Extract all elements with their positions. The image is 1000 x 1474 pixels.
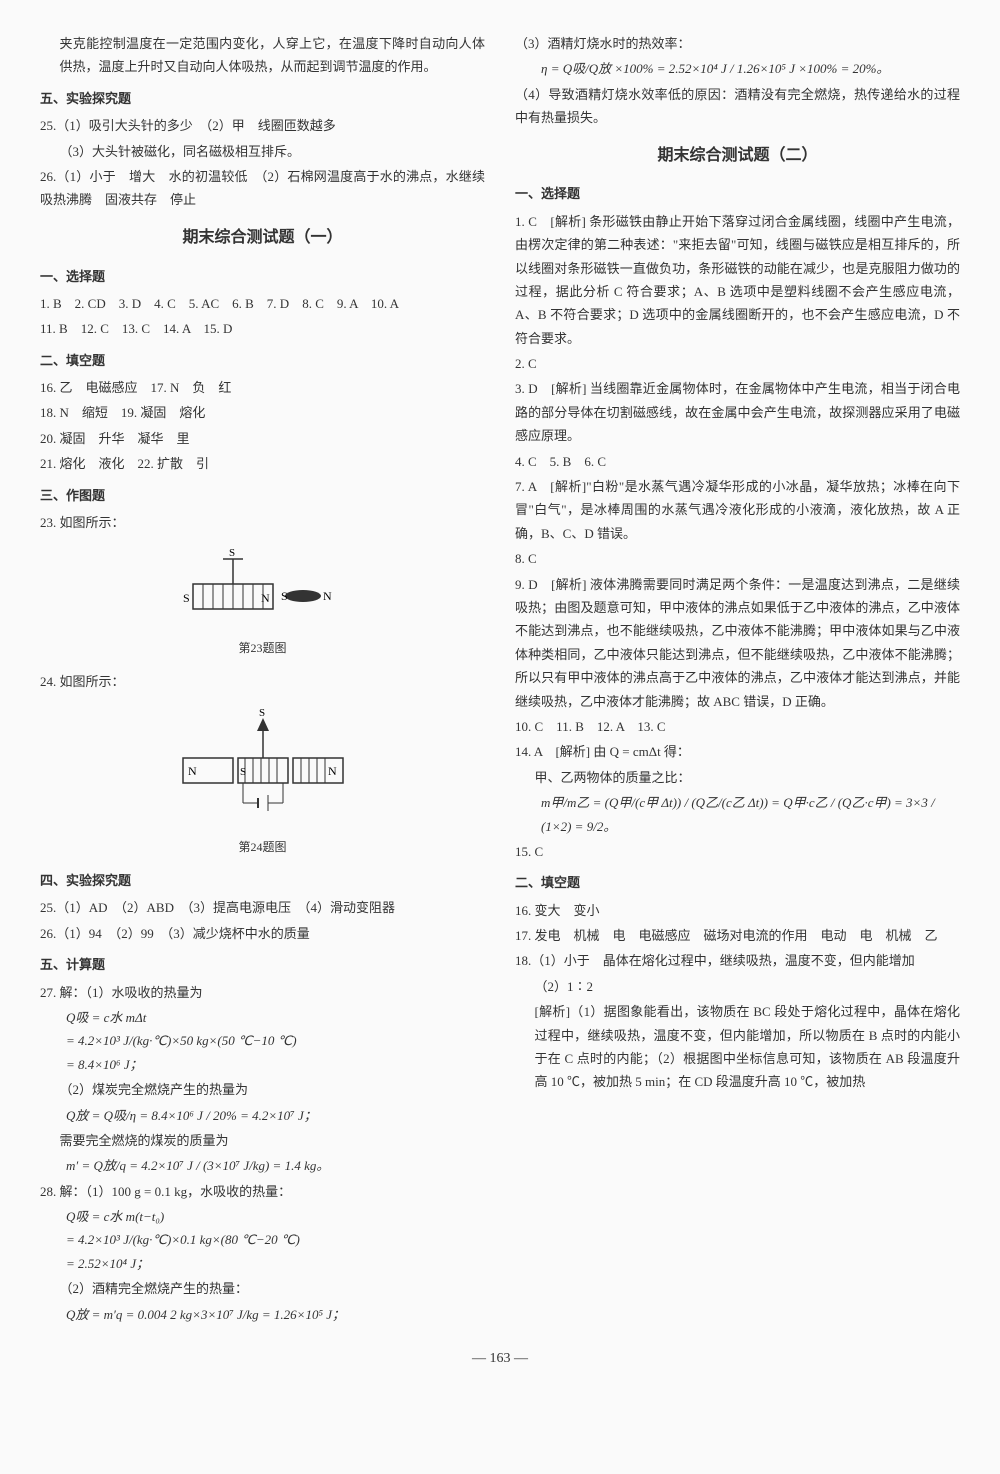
s3-23: 23. 如图所示： [40,511,485,534]
fig23-caption: 第23题图 [40,638,485,660]
svg-text:N: N [323,589,332,603]
q25: 25.（1）吸引大头针的多少 （2）甲 线圈匝数越多 [40,114,485,137]
s5-27f2: = 4.2×10³ J/(kg·℃)×50 kg×(50 ℃−10 ℃) [40,1029,485,1052]
q26: 26.（1）小于 增大 水的初温较低 （2）石棉网温度高于水的沸点，水继续吸热沸… [40,165,485,212]
svg-text:S: S [259,707,265,719]
s5-28f4: Q放 = m′q = 0.004 2 kg×3×10⁷ J/kg = 1.26×… [40,1303,485,1326]
figure-24: N S N S [40,703,485,859]
q25b: （3）大头针被磁化，同名磁极相互排斥。 [40,140,485,163]
s2-21: 21. 熔化 液化 22. 扩散 引 [40,452,485,475]
a15: 15. C [515,840,960,863]
a14: 14. A [解析] 由 Q = cmΔt 得： [515,740,960,763]
s4-25: 25.（1）AD （2）ABD （3）提高电源电压 （4）滑动变阻器 [40,896,485,919]
s5-27: 27. 解：（1）水吸收的热量为 [40,981,485,1004]
s2-title: 二、填空题 [40,349,485,372]
s5-27f4: Q放 = Q吸/η = 8.4×10⁶ J / 20% = 4.2×10⁷ J； [40,1104,485,1127]
s2-18: 18. N 缩短 19. 凝固 熔化 [40,401,485,424]
s5-28f2: = 4.2×10³ J/(kg·℃)×0.1 kg×(80 ℃−20 ℃) [40,1228,485,1251]
s5-28: 28. 解：（1）100 g = 0.1 kg，水吸收的热量： [40,1180,485,1203]
test2-title: 期末综合测试题（二） [515,142,960,171]
r1f: η = Q吸/Q放 ×100% = 2.52×10⁴ J / 1.26×10⁵ … [515,57,960,80]
b18b: （2）1∶2 [515,975,960,998]
figure-23: S N S S N 第23题图 [40,544,485,660]
s3-title: 三、作图题 [40,484,485,507]
s1-ans2: 11. B 12. C 13. C 14. A 15. D [40,317,485,340]
a3: 3. D [解析] 当线圈靠近金属物体时，在金属物体中产生电流，相当于闭合电路的… [515,377,960,447]
s4-26: 26.（1）94 （2）99 （3）减少烧杯中水的质量 [40,922,485,945]
s2-20: 20. 凝固 升华 凝华 里 [40,427,485,450]
s4-title: 四、实验探究题 [40,869,485,892]
s5-27f1: Q吸 = c水 mΔt [40,1006,485,1029]
a456: 4. C 5. B 6. C [515,450,960,473]
left-column: 夹克能控制温度在一定范围内变化，人穿上它，在温度下降时自动向人体供热，温度上升时… [40,30,485,1326]
a14b: 甲、乙两物体的质量之比： [515,766,960,789]
r1: （3）酒精灯烧水时的热效率： [515,32,960,55]
b18c: [解析]（1）据图象能看出，该物质在 BC 段处于熔化过程中，晶体在熔化过程中，… [515,1000,960,1094]
s5-27b: （2）煤炭完全燃烧产生的热量为 [40,1078,485,1101]
svg-text:S: S [229,547,235,559]
svg-text:S: S [281,589,288,603]
r2: （4）导致酒精灯烧水效率低的原因：酒精没有完全燃烧，热传递给水的过程中有热量损失… [515,83,960,130]
a2: 2. C [515,352,960,375]
svg-text:N: N [261,591,270,605]
s5-27f5: m′ = Q放/q = 4.2×10⁷ J / (3×10⁷ J/kg) = 1… [40,1154,485,1177]
s1-title: 一、选择题 [40,265,485,288]
r-s1-title: 一、选择题 [515,182,960,205]
fig24-caption: 第24题图 [40,837,485,859]
section-5-title: 五、实验探究题 [40,87,485,110]
intro-text: 夹克能控制温度在一定范围内变化，人穿上它，在温度下降时自动向人体供热，温度上升时… [40,32,485,79]
b16: 16. 变大 变小 [515,899,960,922]
s2-16: 16. 乙 电磁感应 17. N 负 红 [40,376,485,399]
r-s2-title: 二、填空题 [515,871,960,894]
right-column: （3）酒精灯烧水时的热效率： η = Q吸/Q放 ×100% = 2.52×10… [515,30,960,1326]
test1-title: 期末综合测试题（一） [40,224,485,253]
s5-27f3: = 8.4×10⁶ J； [40,1053,485,1076]
s5-28f3: = 2.52×10⁴ J； [40,1252,485,1275]
s3-24: 24. 如图所示： [40,670,485,693]
a10-13: 10. C 11. B 12. A 13. C [515,715,960,738]
s1-ans1: 1. B 2. CD 3. D 4. C 5. AC 6. B 7. D 8. … [40,292,485,315]
a14f: m甲/m乙 = (Q甲/(c甲 Δt)) / (Q乙/(c乙 Δt)) = Q甲… [515,791,960,838]
a7: 7. A [解析]"白粉"是水蒸气遇冷凝华形成的小冰晶，凝华放热；冰棒在向下冒"… [515,475,960,545]
s5-title: 五、计算题 [40,953,485,976]
b17: 17. 发电 机械 电 电磁感应 磁场对电流的作用 电动 电 机械 乙 [515,924,960,947]
a9: 9. D [解析] 液体沸腾需要同时满足两个条件：一是温度达到沸点，二是继续吸热… [515,573,960,713]
s5-28f1: Q吸 = c水 m(t−t₀) [40,1205,485,1228]
a1: 1. C [解析] 条形磁铁由静止开始下落穿过闭合金属线圈，线圈中产生电流，由楞… [515,210,960,350]
s5-28b: （2）酒精完全燃烧产生的热量： [40,1277,485,1300]
page-number: — 163 — [40,1346,960,1371]
s5-27c: 需要完全燃烧的煤炭的质量为 [40,1129,485,1152]
b18: 18.（1）小于 晶体在熔化过程中，继续吸热，温度不变，但内能增加 [515,949,960,972]
svg-text:S: S [183,591,190,605]
svg-text:N: N [328,764,337,778]
svg-text:N: N [188,764,197,778]
a8: 8. C [515,547,960,570]
svg-text:S: S [240,766,246,778]
